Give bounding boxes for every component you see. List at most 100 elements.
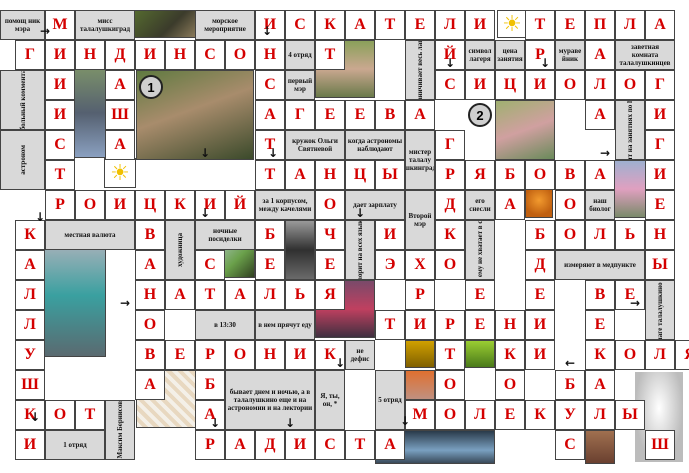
letter-cell[interactable]: Л xyxy=(255,280,285,310)
letter-cell[interactable]: Ц xyxy=(495,70,525,100)
letter-cell[interactable]: Р xyxy=(435,310,465,340)
letter-cell[interactable]: С xyxy=(45,130,75,160)
letter-cell[interactable]: Е xyxy=(495,400,525,430)
letter-cell[interactable]: О xyxy=(315,190,345,220)
letter-cell[interactable]: Л xyxy=(615,10,645,40)
letter-cell[interactable]: Е xyxy=(345,100,375,130)
letter-cell[interactable]: И xyxy=(525,310,555,340)
letter-cell[interactable]: И xyxy=(45,70,75,100)
letter-cell[interactable]: В xyxy=(135,340,165,370)
letter-cell[interactable]: Г xyxy=(645,130,675,160)
letter-cell[interactable]: О xyxy=(525,160,555,190)
letter-cell[interactable]: И xyxy=(645,100,675,130)
letter-cell[interactable]: К xyxy=(585,340,615,370)
letter-cell[interactable]: А xyxy=(285,160,315,190)
letter-cell[interactable]: С xyxy=(255,70,285,100)
letter-cell[interactable]: Л xyxy=(435,10,465,40)
letter-cell[interactable]: О xyxy=(225,340,255,370)
letter-cell[interactable]: О xyxy=(435,400,465,430)
letter-cell[interactable]: Й xyxy=(225,190,255,220)
letter-cell[interactable]: Е xyxy=(405,10,435,40)
letter-cell[interactable]: П xyxy=(585,10,615,40)
letter-cell[interactable]: Ц xyxy=(135,190,165,220)
letter-cell[interactable]: О xyxy=(615,340,645,370)
letter-cell[interactable]: Б xyxy=(525,220,555,250)
letter-cell[interactable]: Л xyxy=(465,400,495,430)
letter-cell[interactable]: С xyxy=(285,10,315,40)
letter-cell[interactable]: Ь xyxy=(285,280,315,310)
letter-cell[interactable]: Й xyxy=(435,40,465,70)
letter-cell[interactable]: У xyxy=(555,400,585,430)
letter-cell[interactable]: Д xyxy=(525,250,555,280)
letter-cell[interactable]: А xyxy=(135,250,165,280)
letter-cell[interactable]: А xyxy=(345,10,375,40)
letter-cell[interactable]: Е xyxy=(645,190,675,220)
letter-cell[interactable]: А xyxy=(405,100,435,130)
letter-cell[interactable]: И xyxy=(375,220,405,250)
letter-cell[interactable]: Е xyxy=(255,250,285,280)
letter-cell[interactable]: Б xyxy=(555,370,585,400)
letter-cell[interactable]: Н xyxy=(255,340,285,370)
letter-cell[interactable]: Х xyxy=(405,250,435,280)
letter-cell[interactable]: Л xyxy=(585,220,615,250)
letter-cell[interactable]: М xyxy=(405,400,435,430)
letter-cell[interactable]: А xyxy=(495,190,525,220)
letter-cell[interactable]: И xyxy=(195,190,225,220)
letter-cell[interactable]: Е xyxy=(315,100,345,130)
letter-cell[interactable]: Г xyxy=(435,130,465,160)
letter-cell[interactable]: О xyxy=(555,190,585,220)
letter-cell[interactable]: С xyxy=(435,70,465,100)
letter-cell[interactable]: Р xyxy=(405,280,435,310)
letter-cell[interactable]: О xyxy=(435,250,465,280)
letter-cell[interactable]: А xyxy=(585,160,615,190)
letter-cell[interactable]: О xyxy=(555,220,585,250)
letter-cell[interactable]: И xyxy=(45,40,75,70)
letter-cell[interactable]: Ы xyxy=(645,250,675,280)
letter-cell[interactable]: Т xyxy=(45,160,75,190)
letter-cell[interactable]: Р xyxy=(195,340,225,370)
letter-cell[interactable]: В xyxy=(375,100,405,130)
letter-cell[interactable]: К xyxy=(435,220,465,250)
letter-cell[interactable]: А xyxy=(585,370,615,400)
letter-cell[interactable]: А xyxy=(225,430,255,460)
letter-cell[interactable]: Л xyxy=(15,310,45,340)
letter-cell[interactable]: Д xyxy=(105,40,135,70)
letter-cell[interactable]: Г xyxy=(15,40,45,70)
letter-cell[interactable]: О xyxy=(555,70,585,100)
letter-cell[interactable]: Г xyxy=(645,70,675,100)
letter-cell[interactable]: К xyxy=(15,400,45,430)
letter-cell[interactable]: Т xyxy=(315,40,345,70)
letter-cell[interactable]: Д xyxy=(435,190,465,220)
letter-cell[interactable]: С xyxy=(315,430,345,460)
letter-cell[interactable]: Б xyxy=(255,220,285,250)
letter-cell[interactable]: О xyxy=(225,40,255,70)
letter-cell[interactable]: А xyxy=(585,100,615,130)
letter-cell[interactable]: Е xyxy=(585,310,615,340)
letter-cell[interactable]: К xyxy=(15,220,45,250)
letter-cell[interactable]: И xyxy=(405,310,435,340)
letter-cell[interactable]: Е xyxy=(465,280,495,310)
letter-cell[interactable]: Б xyxy=(495,160,525,190)
letter-cell[interactable]: И xyxy=(105,190,135,220)
letter-cell[interactable]: Я xyxy=(465,160,495,190)
letter-cell[interactable]: В xyxy=(555,160,585,190)
letter-cell[interactable]: О xyxy=(495,370,525,400)
letter-cell[interactable]: А xyxy=(585,40,615,70)
letter-cell[interactable]: Т xyxy=(195,280,225,310)
letter-cell[interactable]: К xyxy=(495,340,525,370)
letter-cell[interactable]: Ы xyxy=(615,400,645,430)
letter-cell[interactable]: Т xyxy=(375,10,405,40)
letter-cell[interactable]: Р xyxy=(525,40,555,70)
letter-cell[interactable]: Ш xyxy=(105,100,135,130)
letter-cell[interactable]: О xyxy=(135,310,165,340)
letter-cell[interactable]: А xyxy=(135,370,165,400)
letter-cell[interactable]: Э xyxy=(375,250,405,280)
letter-cell[interactable]: И xyxy=(255,10,285,40)
letter-cell[interactable]: А xyxy=(105,70,135,100)
letter-cell[interactable]: Н xyxy=(495,310,525,340)
letter-cell[interactable]: А xyxy=(375,430,405,460)
letter-cell[interactable]: Л xyxy=(645,340,675,370)
letter-cell[interactable]: А xyxy=(165,280,195,310)
letter-cell[interactable]: Е xyxy=(465,310,495,340)
letter-cell[interactable]: И xyxy=(135,40,165,70)
